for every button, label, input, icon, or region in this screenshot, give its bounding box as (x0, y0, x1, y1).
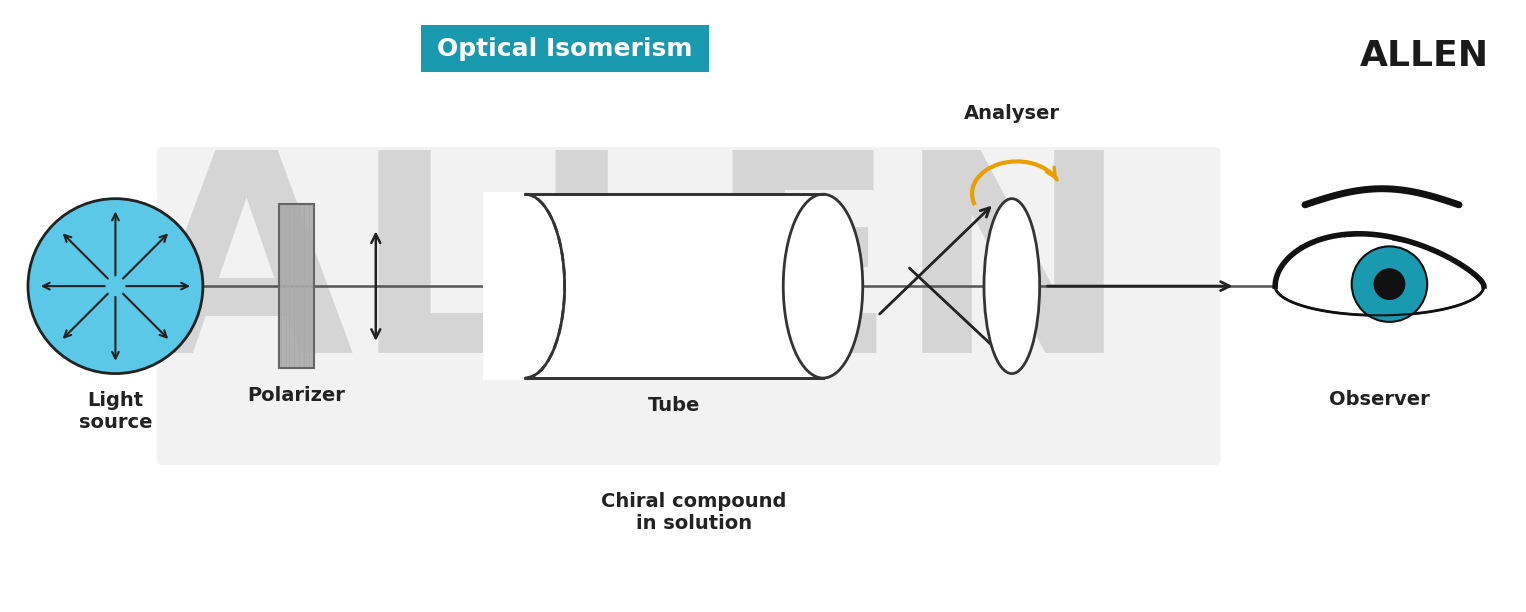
Ellipse shape (984, 199, 1039, 373)
Text: Tube: Tube (647, 396, 700, 415)
Bar (484, 192, 526, 380)
Text: ALLEN: ALLEN (1360, 39, 1489, 73)
Text: Polarizer: Polarizer (247, 386, 345, 405)
Bar (279, 204, 314, 368)
Text: Chiral compound
in solution: Chiral compound in solution (601, 492, 786, 533)
Ellipse shape (485, 194, 565, 378)
Bar (525, 194, 823, 378)
Circle shape (1352, 247, 1427, 322)
FancyBboxPatch shape (157, 147, 1221, 465)
Text: Optical Isomerism: Optical Isomerism (436, 37, 693, 61)
Text: ALLEN: ALLEN (139, 141, 1129, 411)
Text: Analyser: Analyser (964, 104, 1061, 123)
Ellipse shape (783, 194, 862, 378)
FancyBboxPatch shape (421, 24, 708, 72)
Circle shape (27, 199, 203, 373)
Polygon shape (1276, 234, 1483, 315)
Text: Light
source: Light source (79, 392, 153, 433)
Text: Observer: Observer (1329, 390, 1430, 409)
Circle shape (1373, 268, 1405, 300)
